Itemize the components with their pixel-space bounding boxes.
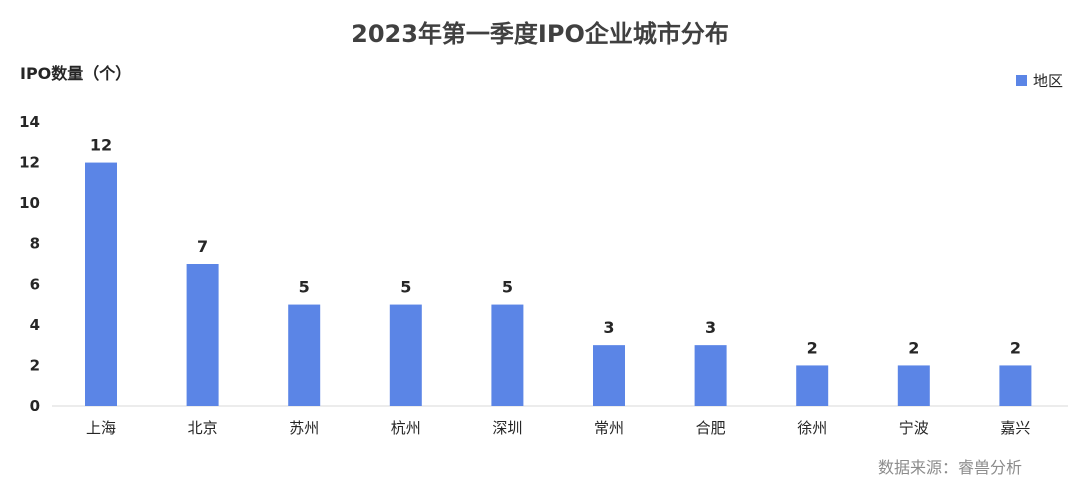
bar	[897, 365, 930, 406]
bar	[593, 345, 625, 406]
x-tick-label: 嘉兴	[1000, 419, 1030, 437]
y-tick-label: 0	[30, 397, 40, 415]
legend-swatch	[1016, 75, 1027, 86]
x-tick-label: 常州	[594, 419, 624, 437]
bar	[186, 264, 219, 406]
data-label: 5	[400, 278, 411, 297]
chart-title: 2023年第一季度IPO企业城市分布	[351, 20, 729, 48]
data-label: 2	[1010, 338, 1021, 357]
data-label: 5	[299, 278, 310, 297]
data-label: 2	[807, 338, 818, 357]
source-note: 数据来源：睿兽分析	[878, 458, 1023, 477]
data-label: 12	[90, 136, 112, 155]
bar	[288, 304, 321, 406]
x-tick-label: 杭州	[391, 419, 421, 437]
data-label: 5	[502, 278, 513, 297]
bar	[999, 365, 1032, 406]
x-tick-label: 宁波	[899, 419, 929, 437]
y-tick-label: 6	[30, 275, 40, 293]
x-tick-label: 合肥	[696, 419, 726, 437]
x-tick-label: 徐州	[797, 419, 827, 437]
bar	[85, 162, 117, 406]
data-label: 2	[908, 338, 919, 357]
x-tick-label: 北京	[188, 419, 218, 437]
bar	[491, 304, 524, 406]
legend: 地区	[1016, 70, 1063, 91]
bar	[796, 365, 829, 406]
data-label: 7	[197, 237, 208, 256]
bar	[389, 304, 422, 406]
x-tick-label: 苏州	[289, 419, 319, 437]
y-tick-label: 10	[19, 194, 40, 212]
y-tick-label: 4	[30, 316, 40, 334]
x-tick-label: 深圳	[492, 419, 522, 437]
legend-label: 地区	[1033, 72, 1064, 90]
bar	[694, 345, 727, 406]
data-label: 3	[705, 318, 716, 337]
data-label: 3	[603, 318, 614, 337]
y-tick-label: 14	[19, 113, 40, 131]
y-axis-label: IPO数量（个）	[20, 64, 132, 83]
y-tick-label: 12	[19, 154, 40, 172]
y-tick-label: 2	[30, 356, 40, 374]
y-tick-label: 8	[30, 235, 40, 253]
x-tick-label: 上海	[86, 419, 116, 437]
